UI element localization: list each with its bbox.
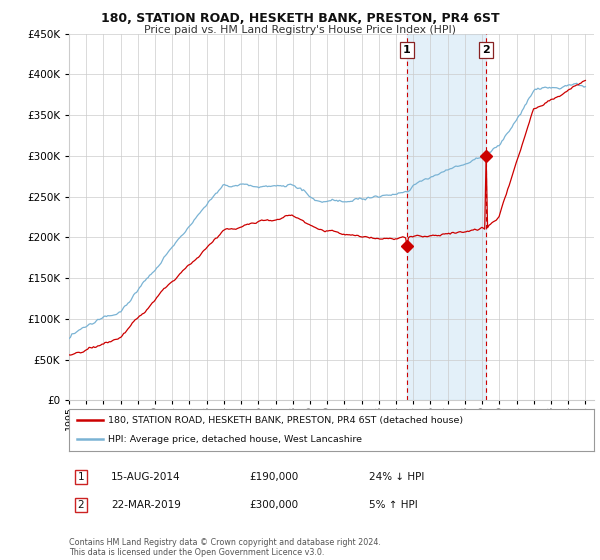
- Text: £190,000: £190,000: [249, 472, 298, 482]
- Text: 2: 2: [77, 500, 85, 510]
- Text: 2: 2: [482, 45, 490, 55]
- Text: HPI: Average price, detached house, West Lancashire: HPI: Average price, detached house, West…: [109, 435, 362, 444]
- Text: £300,000: £300,000: [249, 500, 298, 510]
- Text: 1: 1: [403, 45, 410, 55]
- Text: 24% ↓ HPI: 24% ↓ HPI: [369, 472, 424, 482]
- Text: 180, STATION ROAD, HESKETH BANK, PRESTON, PR4 6ST: 180, STATION ROAD, HESKETH BANK, PRESTON…: [101, 12, 499, 25]
- Text: 15-AUG-2014: 15-AUG-2014: [111, 472, 181, 482]
- Text: 22-MAR-2019: 22-MAR-2019: [111, 500, 181, 510]
- Text: 1: 1: [77, 472, 85, 482]
- Text: Contains HM Land Registry data © Crown copyright and database right 2024.
This d: Contains HM Land Registry data © Crown c…: [69, 538, 381, 557]
- Text: 180, STATION ROAD, HESKETH BANK, PRESTON, PR4 6ST (detached house): 180, STATION ROAD, HESKETH BANK, PRESTON…: [109, 416, 464, 424]
- Text: Price paid vs. HM Land Registry's House Price Index (HPI): Price paid vs. HM Land Registry's House …: [144, 25, 456, 35]
- Bar: [407, 34, 486, 400]
- Text: 5% ↑ HPI: 5% ↑ HPI: [369, 500, 418, 510]
